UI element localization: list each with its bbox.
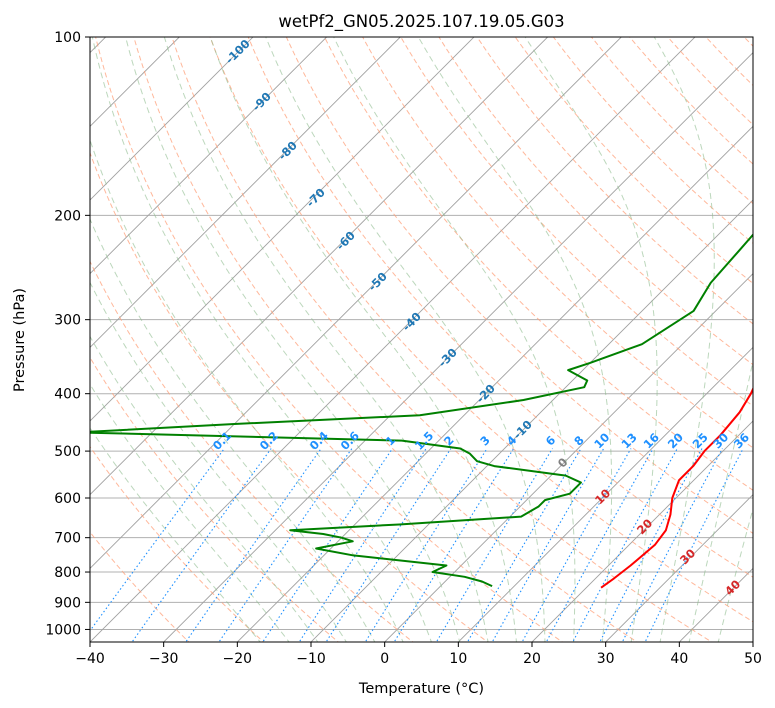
dry-adiabat-line bbox=[285, 37, 753, 534]
y-axis-label: Pressure (hPa) bbox=[12, 288, 28, 392]
dry-adiabat-line bbox=[133, 37, 638, 642]
series-layer bbox=[90, 233, 753, 589]
dry-adiabat-line bbox=[323, 37, 753, 491]
dry-adiabat-line bbox=[438, 37, 753, 366]
x-tick-label: −30 bbox=[149, 651, 179, 667]
moist-adiabat-line bbox=[90, 383, 290, 642]
moist-adiabat-line bbox=[91, 37, 432, 642]
isotherm-line bbox=[90, 37, 254, 201]
moist-adiabat-line bbox=[265, 37, 546, 642]
temperature-profile bbox=[600, 386, 753, 589]
y-axis: 100 200 300 400 500 600 700 800 900 1000 bbox=[45, 30, 90, 638]
moist-adiabat-line bbox=[90, 427, 261, 642]
mixing-ratio-line bbox=[644, 448, 744, 642]
x-tick-label: 20 bbox=[523, 651, 541, 667]
y-tick-label: 700 bbox=[54, 531, 81, 547]
moist-adiabat-line bbox=[90, 281, 347, 642]
dry-adiabat-line bbox=[90, 356, 340, 642]
y-tick-label: 1000 bbox=[45, 622, 81, 638]
y-tick-label: 400 bbox=[54, 387, 81, 403]
x-tick-label: −10 bbox=[296, 651, 326, 667]
moist-adiabat-line bbox=[163, 37, 489, 642]
isotherm-line bbox=[163, 52, 753, 642]
isotherm-line bbox=[90, 37, 696, 642]
mixing-ratio-line bbox=[262, 448, 393, 642]
mixing-ratio-line bbox=[521, 448, 632, 642]
x-tick-label: 30 bbox=[597, 651, 615, 667]
mixing-ratio-line bbox=[466, 448, 582, 642]
y-tick-label: 300 bbox=[54, 313, 81, 329]
x-tick-label: 10 bbox=[449, 651, 467, 667]
moist-adiabat-line bbox=[333, 37, 576, 642]
mixing-ratio-line bbox=[364, 448, 488, 642]
isotherm-line bbox=[90, 37, 401, 348]
isotherm-line bbox=[310, 199, 753, 642]
moist-adiabat-line bbox=[125, 37, 461, 642]
y-tick-label: 900 bbox=[54, 595, 81, 611]
isotherm-line bbox=[90, 37, 622, 569]
isotherm-line bbox=[90, 37, 328, 275]
mixing-ratio-line bbox=[218, 448, 353, 642]
mixing-ratio-line bbox=[325, 448, 452, 642]
y-tick-label: 100 bbox=[54, 30, 81, 46]
moist-adiabat-line bbox=[688, 358, 753, 642]
x-tick-label: 50 bbox=[744, 651, 762, 667]
isotherm-line bbox=[90, 37, 475, 422]
dry-adiabat-line bbox=[171, 37, 713, 642]
dry-adiabat-line bbox=[90, 151, 489, 642]
mixing-ratio-line bbox=[435, 448, 553, 642]
y-tick-label: 200 bbox=[54, 208, 81, 224]
moist-adiabat-line bbox=[524, 37, 658, 642]
isotherm-line bbox=[90, 37, 549, 496]
x-axis: −40 −30 −20 −10 0 10 20 30 40 50 bbox=[75, 642, 762, 667]
dry-adiabat-line bbox=[90, 531, 190, 642]
mixing-ratio-line bbox=[131, 448, 272, 642]
background-lines bbox=[90, 37, 753, 642]
y-tick-label: 600 bbox=[54, 491, 81, 507]
moist-adiabat-line bbox=[717, 506, 753, 642]
moist-adiabat-line bbox=[417, 37, 613, 642]
isotherm-line bbox=[457, 346, 753, 642]
dry-adiabat-line bbox=[476, 37, 753, 325]
moist-adiabat-line bbox=[90, 335, 319, 642]
mixing-ratio-line bbox=[298, 448, 427, 642]
moist-adiabat-line bbox=[90, 217, 376, 642]
dry-adiabat-line bbox=[209, 37, 753, 623]
dry-adiabat-line bbox=[362, 37, 753, 449]
dry-adiabat-line bbox=[90, 260, 414, 642]
x-tick-label: −20 bbox=[223, 651, 253, 667]
y-tick-label: 500 bbox=[54, 444, 81, 460]
moist-adiabat-line bbox=[209, 37, 517, 642]
x-axis-label: Temperature (°C) bbox=[358, 681, 484, 697]
y-tick-label: 800 bbox=[54, 565, 81, 581]
isotherm-line bbox=[236, 125, 753, 642]
dry-adiabat-line bbox=[247, 37, 753, 578]
isotherm-line bbox=[531, 420, 753, 642]
mixing-ratio-line bbox=[545, 448, 654, 642]
dry-adiabat-line bbox=[95, 37, 564, 642]
x-tick-label: 40 bbox=[670, 651, 688, 667]
x-tick-label: 0 bbox=[380, 651, 389, 667]
isotherm-line bbox=[605, 494, 753, 642]
mixing-ratio-line bbox=[621, 448, 723, 642]
moist-adiabat-line bbox=[90, 138, 404, 642]
plot-frame bbox=[89, 36, 754, 643]
mixing-ratio-line bbox=[185, 448, 322, 642]
chart-title: wetPf2_GN05.2025.107.19.05.G03 bbox=[278, 12, 564, 32]
isotherm-line bbox=[384, 273, 753, 642]
dewpoint-profile bbox=[90, 233, 753, 588]
x-tick-label: −40 bbox=[75, 651, 105, 667]
